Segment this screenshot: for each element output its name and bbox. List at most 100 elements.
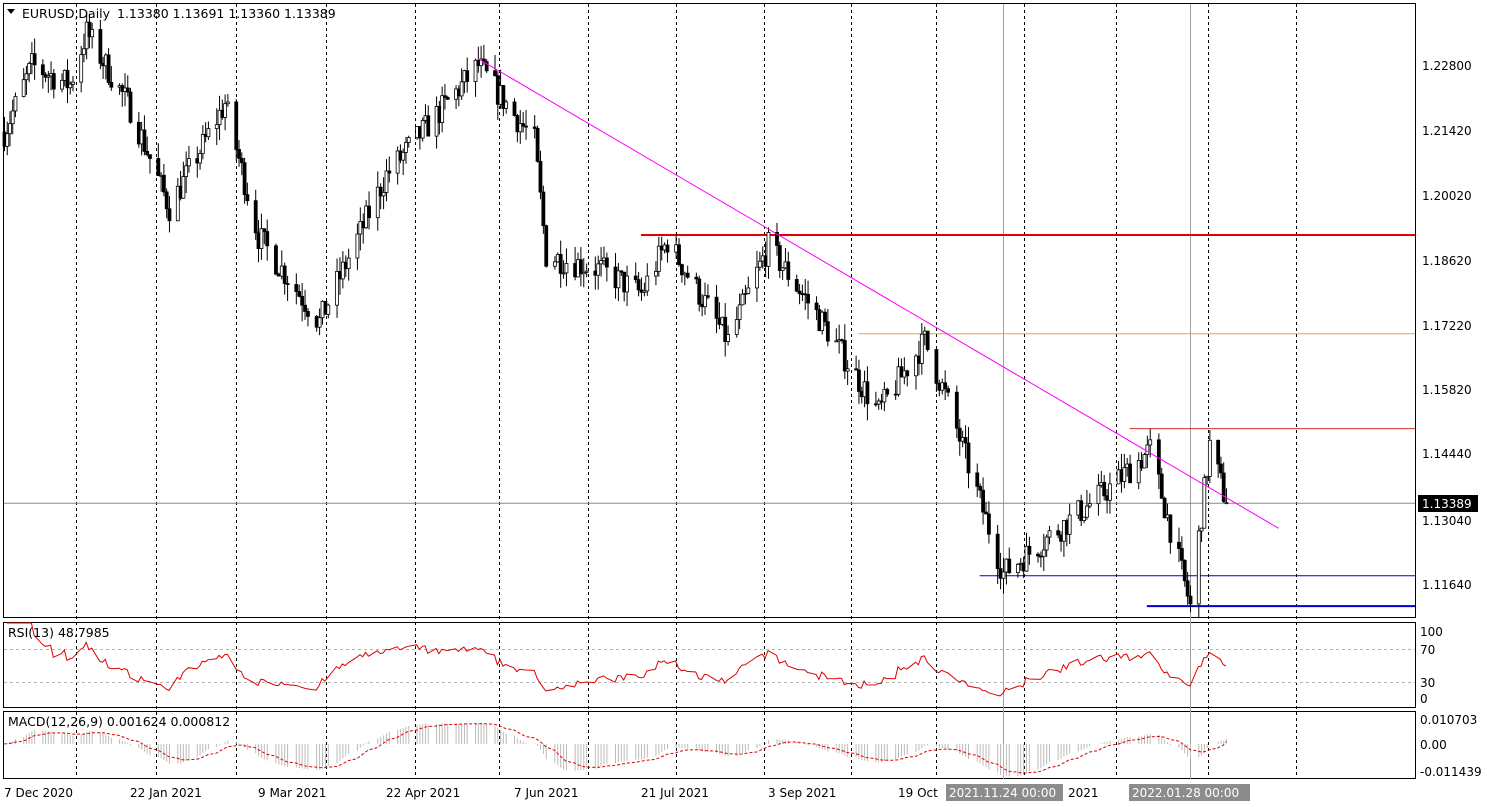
candle (697, 275, 702, 312)
candle (1027, 536, 1032, 565)
price-tick: 1.11640 (1422, 578, 1472, 592)
candle (1136, 452, 1141, 490)
candle (975, 463, 980, 498)
candle-body (156, 158, 161, 177)
candle-body (963, 437, 968, 444)
candle-body (465, 70, 470, 82)
candle (60, 73, 64, 93)
candle (581, 258, 586, 288)
candle (1199, 527, 1204, 543)
candle-body (834, 340, 839, 343)
candle-body (766, 232, 771, 267)
rsi-line (6, 622, 1227, 697)
candle-body (665, 244, 670, 253)
crosshair-time-label: 2022.01.28 00:00 (1132, 786, 1239, 800)
candle (242, 157, 247, 204)
candle-body (842, 340, 847, 372)
candle (645, 263, 650, 296)
candle (401, 148, 406, 176)
dropdown-triangle-icon[interactable] (7, 9, 15, 14)
candle-body (794, 279, 799, 292)
candle-body (306, 311, 310, 317)
candle (145, 136, 150, 157)
candle (726, 325, 730, 346)
candle-body (1199, 527, 1204, 532)
crosshair-time-label: 2021.11.24 00:00 (949, 786, 1056, 800)
candle (845, 360, 850, 385)
candle-body (1056, 530, 1061, 536)
crosshair-time-tag (946, 784, 1063, 801)
candle-body (561, 272, 566, 275)
candle-body (984, 511, 988, 515)
candle-body (1079, 500, 1084, 521)
candle-body (896, 366, 901, 395)
candle (1015, 562, 1020, 578)
candle-body (1162, 497, 1167, 519)
candle (957, 419, 962, 456)
candle (426, 105, 431, 137)
candle (200, 125, 205, 160)
descending-trendline[interactable] (477, 58, 1279, 529)
candle (876, 398, 881, 410)
candle (395, 146, 400, 185)
candle-body (954, 391, 959, 429)
candle (544, 224, 549, 268)
candle (797, 283, 802, 305)
candle-body (493, 70, 497, 77)
candle-body (404, 142, 408, 153)
candle-body (253, 200, 258, 234)
candle (501, 85, 506, 117)
candle (1142, 452, 1147, 469)
candle-body (10, 110, 15, 125)
candle-body (1001, 571, 1006, 579)
candle (1205, 475, 1209, 486)
candle (51, 68, 56, 99)
macd-label: MACD(12,26,9) 0.001624 0.000812 (8, 714, 230, 729)
candle (814, 296, 819, 321)
candle (387, 156, 392, 183)
candle (181, 161, 186, 199)
candle (300, 282, 305, 322)
candle-body (1145, 444, 1150, 455)
candle (156, 143, 161, 177)
candle-body (1108, 483, 1112, 501)
candle (109, 65, 114, 91)
candle-body (5, 133, 10, 147)
macd-tick: -0.011439 (1420, 765, 1482, 779)
candle-body (346, 257, 351, 270)
candle-body (71, 81, 75, 85)
candle (1047, 525, 1052, 545)
candle (541, 185, 546, 234)
candle-body (535, 128, 540, 162)
candle (512, 98, 517, 117)
candle (665, 239, 670, 263)
candle (1102, 474, 1107, 501)
candle (404, 136, 408, 164)
candle-body (355, 233, 360, 259)
candle (184, 151, 189, 194)
candle-body (925, 330, 930, 350)
candle-body (1044, 536, 1049, 551)
candle (367, 191, 371, 230)
candle (223, 94, 228, 131)
candle (535, 125, 540, 163)
candle-body (32, 53, 37, 66)
candle-body (1148, 439, 1153, 446)
candle-body (262, 228, 267, 232)
macd-histogram (6, 723, 1227, 777)
candle-body (524, 125, 528, 128)
candle-body (148, 154, 152, 159)
candle-body (981, 489, 985, 513)
candle-body (1142, 454, 1147, 469)
candle-body (538, 161, 543, 193)
candle (161, 163, 166, 197)
candle-body (234, 101, 239, 150)
candle (919, 323, 924, 375)
candle-body (885, 388, 890, 395)
candle (13, 92, 18, 118)
candle (946, 385, 950, 397)
candle-body (60, 79, 64, 90)
candle-body (775, 232, 779, 246)
candle (703, 282, 707, 315)
candle-body (705, 295, 710, 298)
